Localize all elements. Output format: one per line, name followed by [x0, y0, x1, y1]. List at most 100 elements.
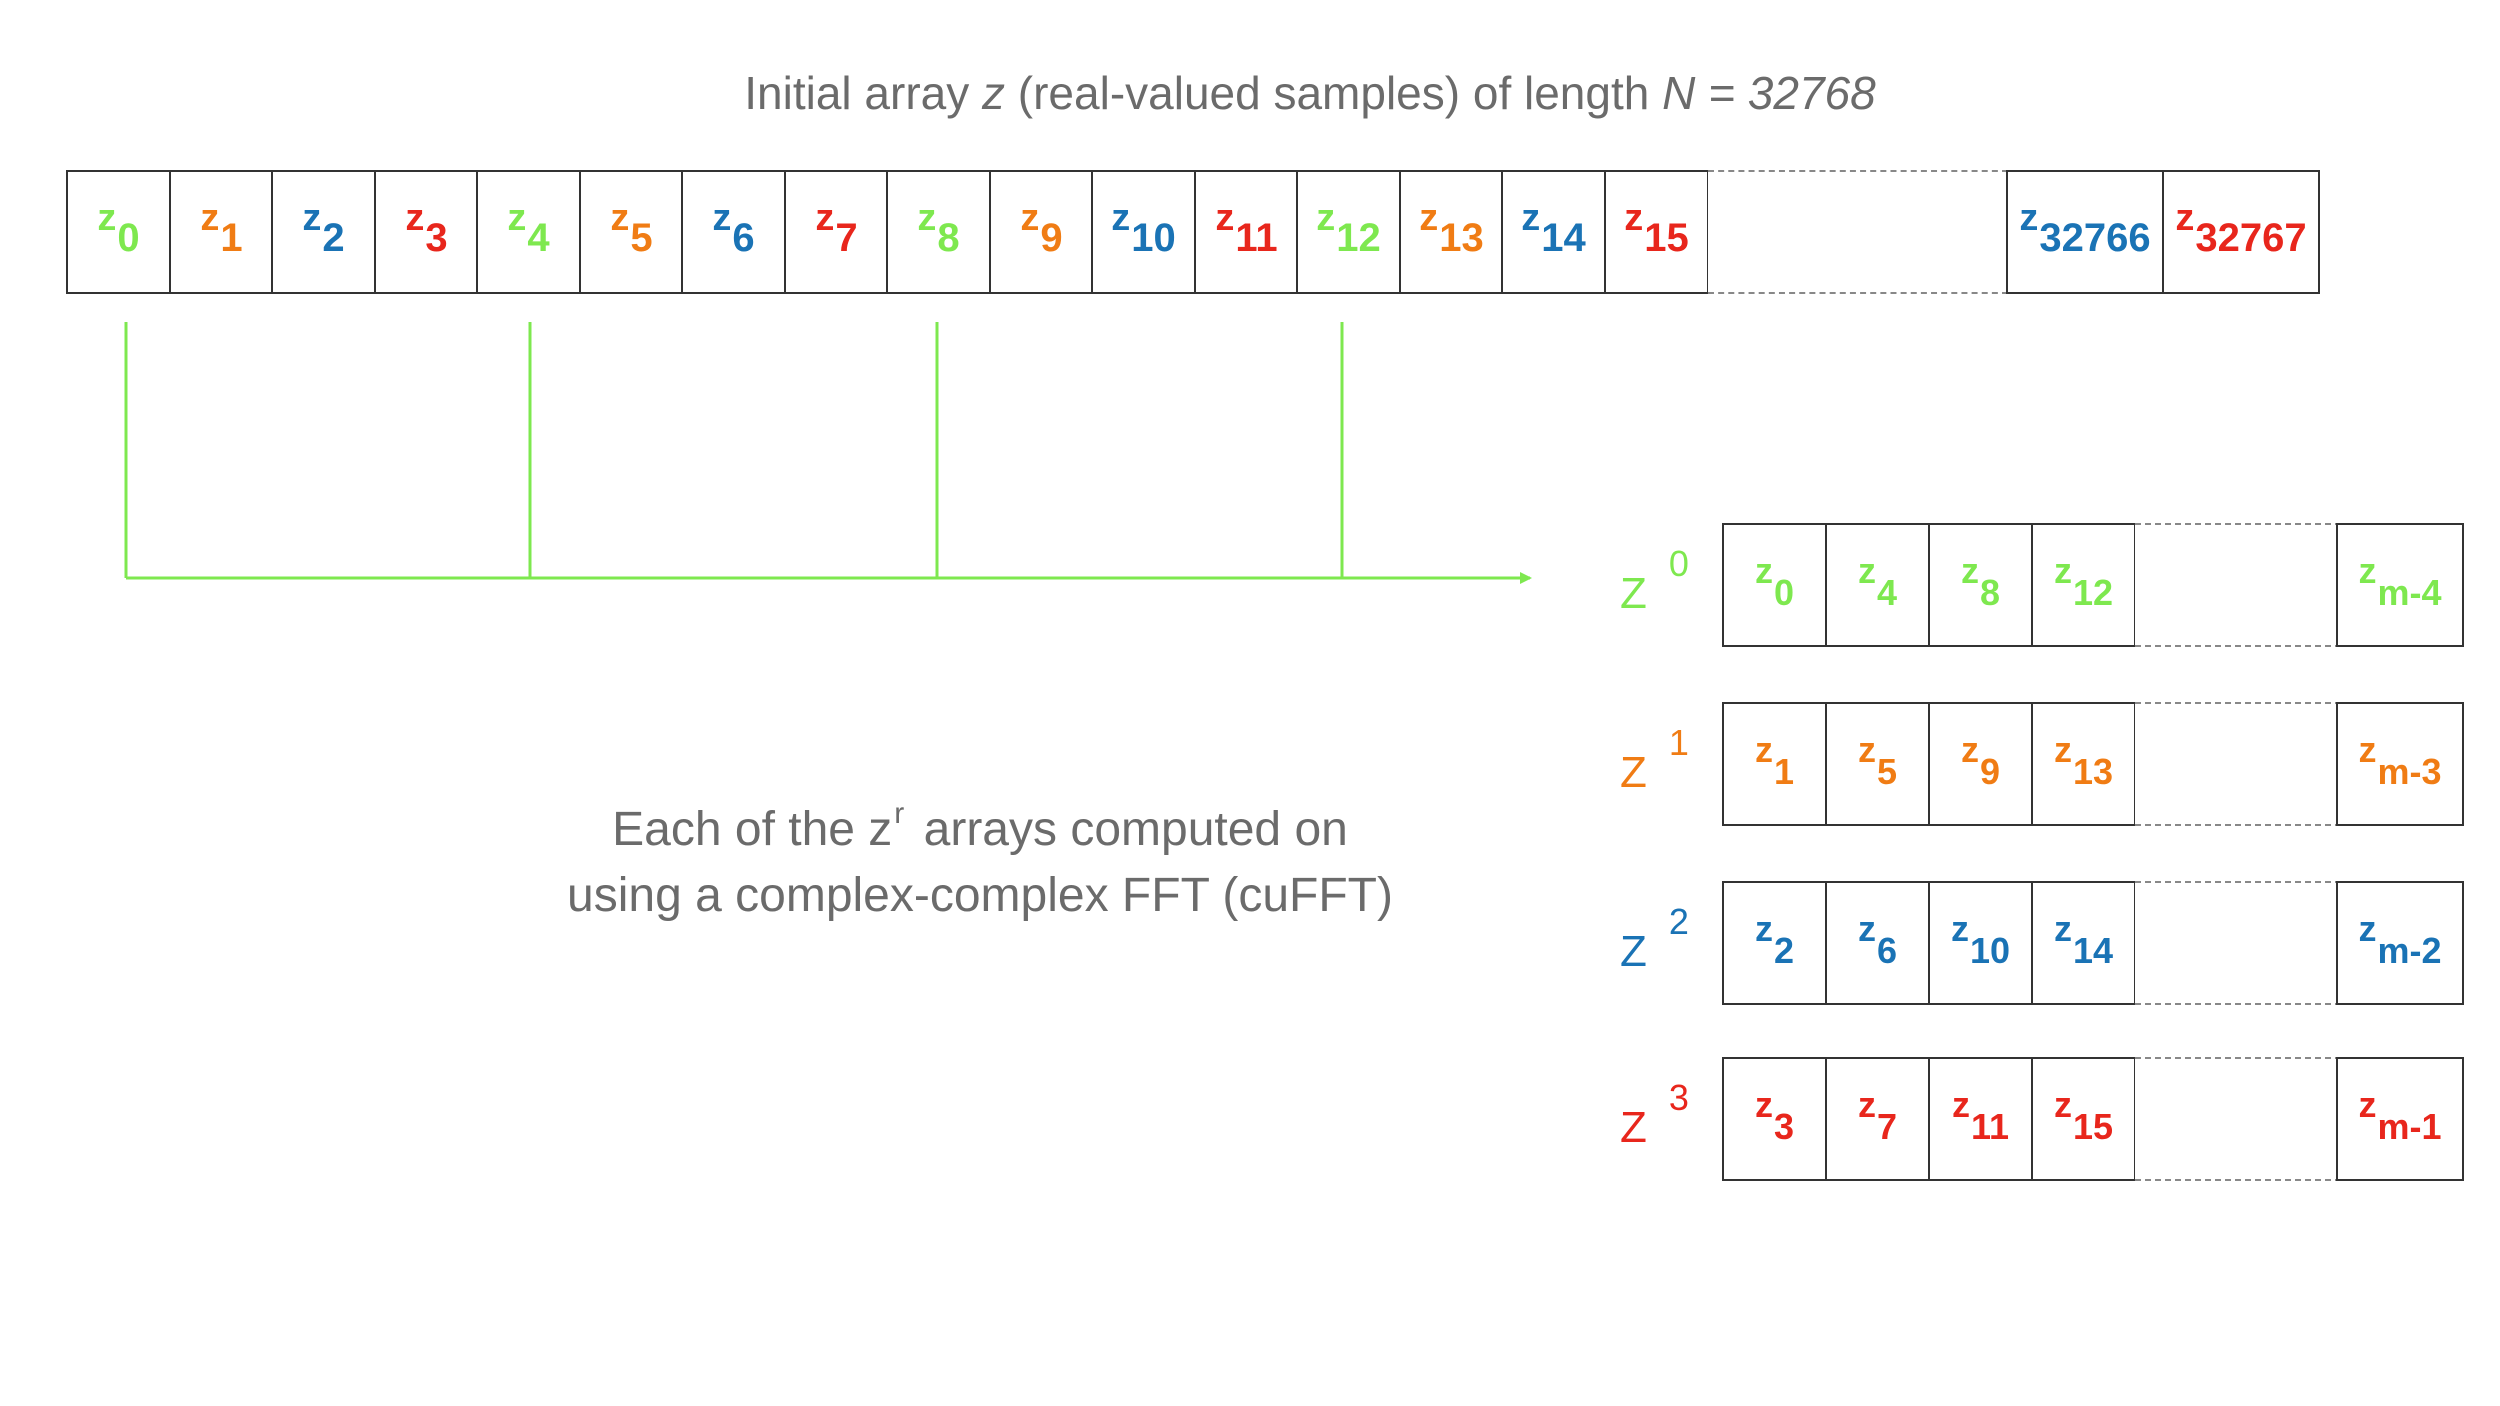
initial-array-cell: z 12: [1296, 170, 1401, 294]
cell-subscript: 13: [2072, 751, 2114, 792]
cell-subscript: 7: [1876, 1106, 1898, 1147]
cell-subscript: 3: [1773, 1106, 1795, 1147]
cell-z-letter: z: [1857, 729, 1876, 770]
initial-array-tail-cell: z 32767: [2162, 170, 2320, 294]
cell-subscript: m-1: [2377, 1106, 2442, 1147]
cell-z-letter: z: [610, 196, 630, 239]
cell-subscript: 0: [1773, 572, 1795, 613]
initial-array-cell: z 13: [1399, 170, 1504, 294]
sub-array-last-cell: z m-3: [2336, 702, 2464, 826]
cell-z-letter: z: [1754, 729, 1773, 770]
cell-subscript: 9: [1979, 751, 2001, 792]
cell-z-letter: z: [302, 196, 322, 239]
note-line-1: Each of the zr arrays computed on: [430, 797, 1530, 866]
cell-subscript: 15: [2072, 1106, 2114, 1147]
cell-z-letter: z: [1111, 196, 1131, 239]
cell-subscript: 15: [1644, 215, 1689, 260]
cell-z-letter: z: [815, 196, 835, 239]
sub-array-cell: z 13: [2031, 702, 2136, 826]
cell-z-letter: z: [2358, 729, 2377, 770]
sub-array-label: Z2: [1620, 901, 1689, 977]
sub-array-last-cell: z m-1: [2336, 1057, 2464, 1181]
sub-array-cell: z 14: [2031, 881, 2136, 1005]
sub-array-last-cell: z m-4: [2336, 523, 2464, 647]
cell-subscript: 1: [1773, 751, 1795, 792]
sub-array-label: Z0: [1620, 543, 1689, 619]
cell-z-letter: z: [1857, 1084, 1876, 1125]
note-line1-sup: r: [894, 797, 905, 830]
cell-subscript: 4: [527, 215, 550, 260]
title-var-z: z: [982, 67, 1006, 119]
cell-z-letter: z: [1960, 550, 1979, 591]
note-line-2: using a complex-complex FFT (cuFFT): [567, 869, 1393, 922]
title-equals: =: [1695, 67, 1748, 119]
cell-z-letter: z: [2358, 550, 2377, 591]
cell-subscript: 6: [1876, 930, 1898, 971]
cell-z-letter: z: [1624, 196, 1644, 239]
cell-subscript: 14: [1541, 215, 1586, 260]
cell-subscript: 2: [1773, 930, 1795, 971]
cell-subscript: 0: [117, 215, 140, 260]
cell-subscript: 32767: [2195, 215, 2307, 260]
cell-z-letter: z: [200, 196, 220, 239]
cell-z-letter: z: [712, 196, 732, 239]
cell-z-letter: z: [1754, 1084, 1773, 1125]
sub-array-cell: z 10: [1928, 881, 2033, 1005]
cell-z-letter: z: [2019, 196, 2039, 239]
cell-z-letter: z: [2053, 550, 2072, 591]
sub-array-ellipsis-gap: [2135, 881, 2341, 1005]
sub-array-label-letter: Z: [1620, 1103, 1647, 1152]
cell-subscript: 9: [1040, 215, 1063, 260]
cell-subscript: 8: [1979, 572, 2001, 613]
cell-z-letter: z: [97, 196, 117, 239]
cell-subscript: 1: [220, 215, 243, 260]
initial-array-cell: z 11: [1194, 170, 1299, 294]
cell-z-letter: z: [1020, 196, 1040, 239]
sub-array-cell: z 11: [1928, 1057, 2033, 1181]
cell-subscript: 5: [1876, 751, 1898, 792]
cell-subscript: 3: [425, 215, 448, 260]
sub-array-ellipsis-gap: [2135, 523, 2341, 647]
sub-array-label-sup: 3: [1668, 1077, 1689, 1118]
cell-subscript: 7: [835, 215, 858, 260]
title-var-n: N: [1662, 67, 1696, 119]
title-prefix: Initial array: [744, 67, 983, 119]
cell-z-letter: z: [2053, 908, 2072, 949]
initial-array-cell: z 15: [1604, 170, 1709, 294]
cell-z-letter: z: [2053, 729, 2072, 770]
sub-array-last-cell: z m-2: [2336, 881, 2464, 1005]
title-n-value: 32768: [1747, 67, 1876, 119]
cell-subscript: 6: [732, 215, 755, 260]
cell-subscript: 4: [1876, 572, 1898, 613]
cell-subscript: 2: [322, 215, 345, 260]
cell-subscript: 12: [2072, 572, 2114, 613]
cell-z-letter: z: [1316, 196, 1336, 239]
cell-z-letter: z: [1215, 196, 1235, 239]
cell-z-letter: z: [917, 196, 937, 239]
sub-array-ellipsis-gap: [2135, 702, 2341, 826]
cell-z-letter: z: [2358, 1084, 2377, 1125]
initial-array-cell: z 14: [1501, 170, 1606, 294]
initial-array-ellipsis-gap: [1708, 170, 2008, 294]
sub-array-cell: z 15: [2031, 1057, 2136, 1181]
sub-array-label-letter: Z: [1620, 569, 1647, 618]
sub-array-label-letter: Z: [1620, 927, 1647, 976]
sub-array-label-sup: 2: [1668, 901, 1689, 942]
cell-z-letter: z: [1754, 550, 1773, 591]
cell-subscript: 10: [1969, 930, 2011, 971]
